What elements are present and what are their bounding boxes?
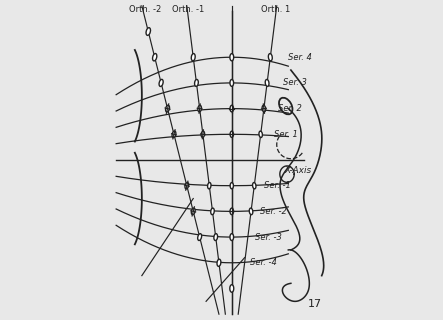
Ellipse shape xyxy=(230,105,233,112)
Ellipse shape xyxy=(249,208,253,215)
Ellipse shape xyxy=(230,285,234,292)
Ellipse shape xyxy=(146,28,151,36)
Text: Ser. 1: Ser. 1 xyxy=(274,130,298,139)
Ellipse shape xyxy=(211,208,214,215)
Text: Orth. -1: Orth. -1 xyxy=(172,4,205,13)
Ellipse shape xyxy=(198,105,202,112)
Ellipse shape xyxy=(194,79,198,86)
Text: Orth. 1: Orth. 1 xyxy=(260,4,290,13)
Ellipse shape xyxy=(268,53,272,61)
Ellipse shape xyxy=(159,79,163,86)
Ellipse shape xyxy=(259,131,262,138)
Ellipse shape xyxy=(208,182,211,189)
Text: Ser. -1: Ser. -1 xyxy=(264,181,291,190)
Ellipse shape xyxy=(217,259,221,266)
Ellipse shape xyxy=(230,131,233,137)
Text: Ser. -4: Ser. -4 xyxy=(250,258,277,267)
Ellipse shape xyxy=(230,183,233,189)
Ellipse shape xyxy=(185,182,189,189)
Text: Ser. 2: Ser. 2 xyxy=(278,104,302,113)
Ellipse shape xyxy=(230,234,233,241)
Ellipse shape xyxy=(172,131,176,138)
Ellipse shape xyxy=(265,79,269,86)
Ellipse shape xyxy=(253,182,256,189)
Text: Ser. 3: Ser. 3 xyxy=(283,78,307,87)
Ellipse shape xyxy=(191,208,195,215)
Text: Orth. -2: Orth. -2 xyxy=(129,4,161,13)
Text: Ser. -3: Ser. -3 xyxy=(255,233,282,242)
Text: X-Axis: X-Axis xyxy=(284,166,312,175)
Text: 17: 17 xyxy=(307,299,322,309)
Ellipse shape xyxy=(198,234,202,241)
Ellipse shape xyxy=(230,208,233,215)
Text: Ser. -2: Ser. -2 xyxy=(260,207,287,216)
Ellipse shape xyxy=(166,105,170,112)
Ellipse shape xyxy=(262,105,266,112)
Ellipse shape xyxy=(230,79,233,86)
Ellipse shape xyxy=(214,234,218,241)
Text: Ser. 4: Ser. 4 xyxy=(288,53,311,62)
Ellipse shape xyxy=(230,54,233,61)
Ellipse shape xyxy=(191,53,195,61)
Ellipse shape xyxy=(201,131,205,138)
Ellipse shape xyxy=(152,53,157,61)
